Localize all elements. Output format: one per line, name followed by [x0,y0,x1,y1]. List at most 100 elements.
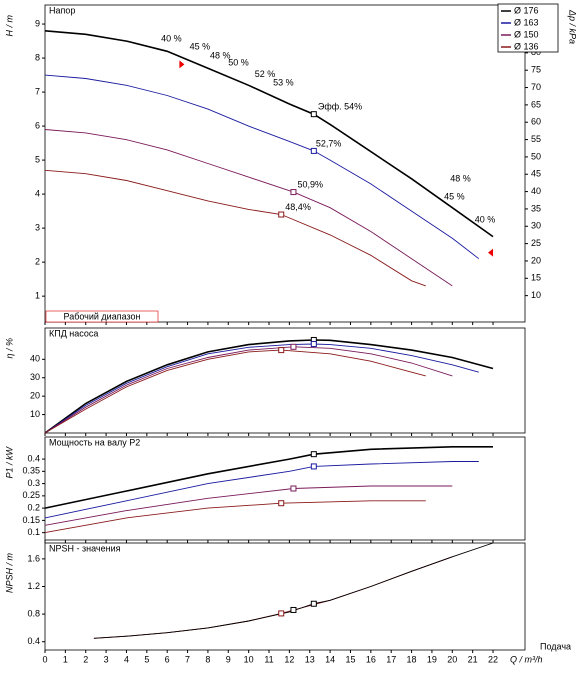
curve [93,556,453,639]
y-axis-label: η / % [4,338,14,359]
x-tick-label: 5 [144,654,149,664]
range-marker [179,60,185,69]
curve [44,461,479,519]
bep-marker [310,463,317,470]
annotation: 40 % [475,214,496,224]
y2-tick-label: 15 [531,273,541,283]
curve [93,542,494,639]
y-tick-label: 0.3 [27,478,40,488]
y2-tick-label: 35 [531,203,541,213]
y-tick-label: 4 [35,188,40,198]
annotation: 48 % [450,173,471,183]
y2-tick-label: 60 [531,117,541,127]
x-tick-label: 20 [447,654,457,664]
bep-marker [290,343,297,350]
y2-tick-label: 70 [531,82,541,92]
curve [44,446,493,509]
bep-marker [278,347,285,354]
y-tick-label: 30 [30,372,40,382]
y2-tick-label: 65 [531,99,541,109]
legend-label: Ø 150 [514,29,539,39]
x-tick-label: 17 [386,654,396,664]
y-tick-label: 0.4 [27,453,40,463]
x-tick-label: 19 [427,654,437,664]
y-tick-label: 9 [35,18,40,28]
y-tick-label: 0.4 [27,636,40,646]
y-tick-label: 0.15 [22,515,40,525]
x-tick-label: 21 [468,654,478,664]
annotation: 48 % [210,51,231,61]
curve [44,500,426,534]
legend-box [497,3,559,53]
y-tick-label: 0.8 [27,608,40,618]
curve [44,346,453,434]
y-axis-label: NPSH / m [4,553,14,594]
bep-marker [278,610,285,617]
x-tick-label: 3 [104,654,109,664]
bep-marker [290,189,297,196]
y2-tick-label: 50 [531,151,541,161]
y-tick-label: 8 [35,52,40,62]
y-tick-label: 0.25 [22,490,40,500]
curve [44,485,453,526]
legend-label: Ø 163 [514,17,539,27]
panel-title: КПД насоса [49,328,98,338]
x-tick-label: 15 [345,654,355,664]
panel-title: Напор [49,5,75,15]
annotation: 45 % [190,41,211,51]
y-tick-label: 40 [30,354,40,364]
x-axis-label-2: Подача [540,641,571,651]
annotation: 53 % [273,77,294,87]
x-tick-label: 8 [205,654,210,664]
y-tick-label: 1.2 [27,581,40,591]
legend-label: Ø 176 [514,5,539,15]
bep-marker [290,606,297,613]
y-tick-label: 0.2 [27,502,40,512]
y2-tick-label: 55 [531,134,541,144]
annotation: 50 % [228,57,249,67]
y-tick-label: 1.6 [27,553,40,563]
bep-marker [278,211,285,218]
plot-frame [44,4,526,323]
y2-tick-label: 20 [531,255,541,265]
y-axis-label: P1 / kW [4,446,14,479]
x-tick-label: 22 [488,654,498,664]
y-tick-label: 2 [35,257,40,267]
y-tick-label: 5 [35,154,40,164]
curve [44,129,453,287]
x-tick-label: 16 [366,654,376,664]
y2-tick-label: 45 [531,169,541,179]
plot-frame [44,436,526,541]
x-tick-label: 13 [305,654,315,664]
x-tick-label: 10 [244,654,254,664]
y2-tick-label: 10 [531,290,541,300]
bep-marker [278,500,285,507]
panel-title: NPSH - значения [49,543,121,553]
annotation: 45 % [444,191,465,201]
legend-label: Ø 136 [514,41,539,51]
bep-marker [310,111,317,118]
y-tick-label: 3 [35,222,40,232]
y2-tick-label: 75 [531,65,541,75]
y-tick-label: 7 [35,86,40,96]
plot-frame [44,327,526,434]
bep-marker [310,451,317,458]
x-tick-label: 0 [42,654,47,664]
x-tick-label: 11 [264,654,273,664]
y-tick-label: 6 [35,120,40,130]
y-tick-label: 10 [30,409,40,419]
curve [44,339,494,434]
plot-frame [44,542,526,651]
annotation: 52,7% [316,138,342,148]
annotation: 52 % [255,69,276,79]
bep-marker [310,341,317,348]
y-tick-label: 1 [35,291,40,301]
annotation: 50,9% [298,179,324,189]
curve [44,349,426,434]
range-marker [488,248,494,257]
y-axis-label: H / m [4,14,14,36]
annotation: 48,4% [285,202,311,212]
curve [44,30,494,238]
y-tick-label: 0.35 [22,466,40,476]
